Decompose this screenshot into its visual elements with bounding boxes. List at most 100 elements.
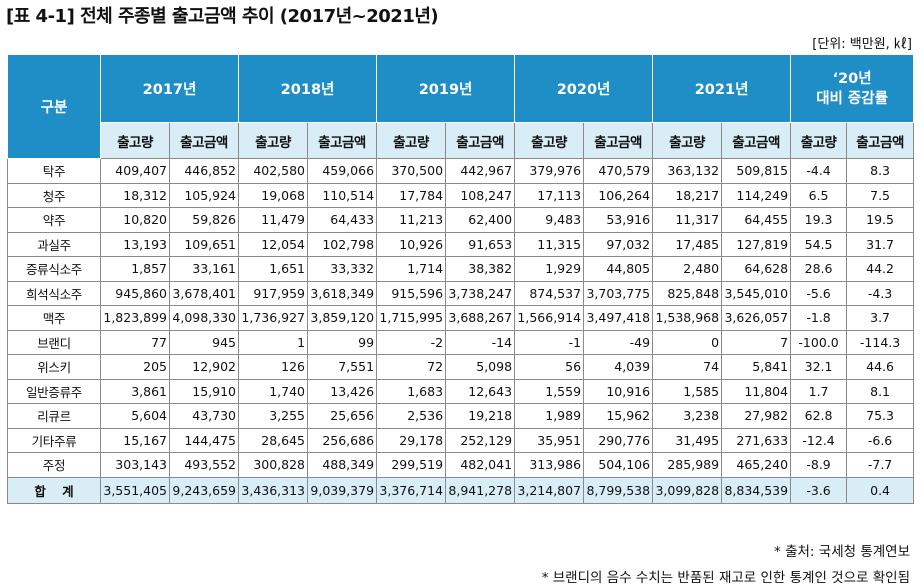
amount-rate-cell: 7.5 — [846, 182, 915, 208]
qty-cell: 11,315 — [514, 231, 585, 257]
qty-cell: 17,113 — [514, 182, 585, 208]
amount-cell: 114,249 — [721, 182, 792, 208]
qty-cell: 1,559 — [514, 378, 585, 404]
total-row: 합 계 3,551,405 9,243,659 3,436,313 9,039,379 3… — [7, 476, 915, 504]
brandy-footnote: * 브랜디의 음수 수치는 반품된 재고로 인한 통계인 것으로 확인됨 — [541, 570, 910, 586]
amount-cell: 3,703,775 — [583, 280, 654, 306]
amount-cell: 509,815 — [721, 158, 792, 184]
amount-cell: 99 — [307, 329, 378, 355]
amount-cell: 504,106 — [583, 452, 654, 478]
qty-cell: 1,989 — [514, 403, 585, 429]
row-label: 기타주류 — [7, 427, 101, 453]
amount-rate-cell: -6.6 — [846, 427, 915, 453]
amount-rate-cell: 8.3 — [846, 158, 915, 184]
amount-cell: 493,552 — [168, 452, 240, 478]
qty-cell: 1,715,995 — [376, 305, 447, 331]
qty-cell: 205 — [100, 354, 170, 380]
qty-cell: 3,255 — [238, 403, 309, 429]
row-label: 희석식소주 — [7, 280, 101, 306]
qty-cell: -1 — [514, 329, 585, 355]
qty-rate-cell: -8.9 — [790, 452, 848, 478]
amount-cell: 9,039,379 — [307, 476, 378, 504]
qty-cell: 917,959 — [238, 280, 309, 306]
amount-cell: 482,041 — [445, 452, 516, 478]
amount-cell: 10,916 — [583, 378, 654, 404]
qty-cell: 3,436,313 — [238, 476, 309, 504]
amount-cell: 25,656 — [307, 403, 378, 429]
amount-cell: -14 — [445, 329, 516, 355]
amount-cell: 459,066 — [307, 158, 378, 184]
qty-cell: 379,976 — [514, 158, 585, 184]
amount-cell: 105,924 — [168, 182, 240, 208]
qty-rate-cell: 54.5 — [790, 231, 848, 257]
header-qty: 출고량 — [652, 122, 723, 159]
amount-cell: 446,852 — [168, 158, 240, 184]
qty-cell: 28,645 — [238, 427, 309, 453]
header-row-years: 구분 2017년 2018년 2019년 2020년 2021년 ‘20년 대비… — [7, 54, 915, 159]
amount-rate-cell: 19.5 — [846, 207, 915, 233]
amount-cell: 110,514 — [307, 182, 378, 208]
qty-cell: -2 — [376, 329, 447, 355]
qty-cell: 10,820 — [100, 207, 170, 233]
header-amount: 출고금액 — [721, 122, 792, 159]
row-label: 과실주 — [7, 231, 101, 257]
header-year: 2017년 — [99, 54, 240, 123]
header-amount: 출고금액 — [307, 122, 378, 159]
amount-rate-cell: 31.7 — [846, 231, 915, 257]
qty-rate-cell: 32.1 — [790, 354, 848, 380]
row-label: 약주 — [7, 207, 101, 233]
qty-rate-cell: -1.8 — [790, 305, 848, 331]
amount-cell: 102,798 — [307, 231, 378, 257]
amount-cell: 252,129 — [445, 427, 516, 453]
amount-cell: 3,859,120 — [307, 305, 378, 331]
qty-cell: 29,178 — [376, 427, 447, 453]
amount-cell: 7 — [721, 329, 792, 355]
header-change-rate: ‘20년 대비 증감률 — [790, 54, 915, 123]
amount-cell: 15,910 — [168, 378, 240, 404]
qty-cell: 313,986 — [514, 452, 585, 478]
table-row: 일반증류주 3,861 15,910 1,740 13,426 1,683 12,643 1,… — [7, 378, 915, 404]
table-row: 브랜디 77 945 1 99 -2 -14 -1 -49 0 7 -100.0 -114.3 — [7, 329, 915, 355]
amount-cell: 465,240 — [721, 452, 792, 478]
amount-cell: 91,653 — [445, 231, 516, 257]
amount-cell: 3,497,418 — [583, 305, 654, 331]
amount-cell: 3,738,247 — [445, 280, 516, 306]
qty-cell: 18,312 — [100, 182, 170, 208]
amount-cell: 290,776 — [583, 427, 654, 453]
header-amount-rate: 출고금액 — [846, 122, 915, 159]
amount-rate-cell: -114.3 — [846, 329, 915, 355]
qty-cell: 11,479 — [238, 207, 309, 233]
header-qty-rate: 출고량 — [790, 122, 848, 159]
amount-cell: 4,098,330 — [168, 305, 240, 331]
amount-rate-cell: 75.3 — [846, 403, 915, 429]
unit-label: [단위: 백만원, ㎘] — [812, 37, 912, 52]
liquor-shipment-table: 구분 2017년 2018년 2019년 2020년 2021년 ‘20년 대비… — [7, 54, 915, 504]
amount-cell: 19,218 — [445, 403, 516, 429]
header-year: 2021년 — [652, 54, 792, 123]
qty-cell: 299,519 — [376, 452, 447, 478]
qty-cell: 2,536 — [376, 403, 447, 429]
amount-cell: 109,651 — [168, 231, 240, 257]
qty-cell: 3,861 — [100, 378, 170, 404]
table-row: 기타주류 15,167 144,475 28,645 256,686 29,178 252,… — [7, 427, 915, 453]
qty-cell: 17,784 — [376, 182, 447, 208]
qty-cell: 1,566,914 — [514, 305, 585, 331]
qty-cell: 300,828 — [238, 452, 309, 478]
amount-cell: 11,804 — [721, 378, 792, 404]
table-body: 탁주 409,407 446,852 402,580 459,066 370,500 442… — [7, 158, 915, 504]
amount-cell: 271,633 — [721, 427, 792, 453]
header-qty: 출고량 — [376, 122, 447, 159]
amount-cell: 53,916 — [583, 207, 654, 233]
amount-cell: 5,841 — [721, 354, 792, 380]
qty-cell: 15,167 — [100, 427, 170, 453]
header-amount: 출고금액 — [583, 122, 654, 159]
qty-cell: 10,926 — [376, 231, 447, 257]
amount-cell: 15,962 — [583, 403, 654, 429]
amount-cell: 8,799,538 — [583, 476, 654, 504]
row-label: 합 계 — [7, 476, 101, 504]
amount-cell: 3,545,010 — [721, 280, 792, 306]
amount-cell: 59,826 — [168, 207, 240, 233]
amount-cell: 12,643 — [445, 378, 516, 404]
row-label: 증류식소주 — [7, 256, 101, 282]
table-row: 맥주 1,823,899 4,098,330 1,736,927 3,859,120 1,… — [7, 305, 915, 331]
